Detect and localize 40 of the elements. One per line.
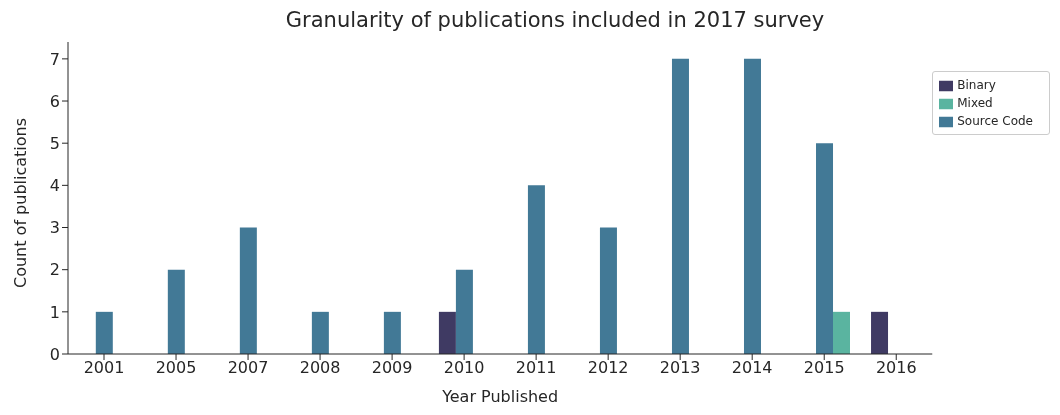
bar <box>871 311 889 354</box>
x-tick-label: 2001 <box>83 358 125 378</box>
x-tick-label: 2008 <box>299 358 341 378</box>
y-tick-label: 0 <box>49 344 60 364</box>
bar <box>438 311 456 354</box>
y-tick-label: 3 <box>49 218 60 238</box>
x-tick-label: 2009 <box>371 358 413 378</box>
legend-label: Binary <box>957 78 996 92</box>
y-tick-label: 5 <box>49 133 60 153</box>
x-tick-label: 2015 <box>803 358 845 378</box>
x-tick-label: 2012 <box>587 358 629 378</box>
bar <box>833 311 851 354</box>
bar <box>455 269 473 354</box>
y-tick-label: 7 <box>49 49 60 69</box>
bar <box>527 185 545 354</box>
y-tick-label: 2 <box>49 260 60 280</box>
bar <box>816 143 834 354</box>
x-tick-label: 2014 <box>731 358 773 378</box>
legend-label: Source Code <box>957 114 1033 128</box>
x-tick-label: 2010 <box>443 358 485 378</box>
x-tick-label: 2013 <box>659 358 701 378</box>
y-tick-label: 6 <box>49 91 60 111</box>
bar <box>239 227 257 354</box>
x-tick-label: 2016 <box>875 358 917 378</box>
y-tick-label: 4 <box>49 176 60 196</box>
x-tick-label: 2007 <box>227 358 269 378</box>
bar <box>167 269 185 354</box>
bar <box>599 227 617 354</box>
bar <box>383 311 401 354</box>
chart-title: Granularity of publications included in 2017 survey <box>284 8 826 34</box>
legend-label: Mixed <box>957 96 993 110</box>
x-tick-label: 2011 <box>515 358 557 378</box>
bar <box>311 311 329 354</box>
y-axis-title: Count of publications <box>10 117 30 288</box>
bar <box>671 58 689 354</box>
x-tick-label: 2005 <box>155 358 197 378</box>
x-axis-title: Year Published <box>441 387 559 406</box>
y-tick-label: 1 <box>49 302 60 322</box>
bar <box>743 58 761 354</box>
bar <box>95 311 113 354</box>
